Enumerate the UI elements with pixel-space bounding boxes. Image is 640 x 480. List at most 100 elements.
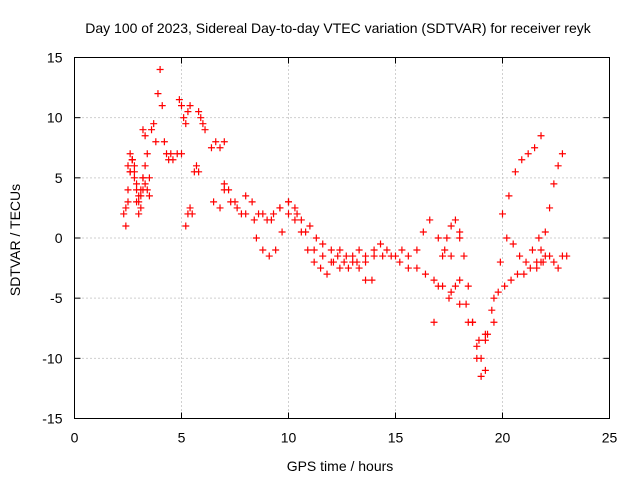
data-point xyxy=(505,192,513,200)
data-point xyxy=(182,120,190,128)
y-tick-labels: -15 -10 -5 0 5 10 15 xyxy=(42,50,62,427)
data-point xyxy=(139,126,147,134)
data-point xyxy=(520,270,528,278)
data-point xyxy=(133,180,141,188)
data-point xyxy=(242,210,250,218)
series-arc-9 xyxy=(210,180,464,266)
data-point xyxy=(526,264,534,272)
data-point xyxy=(342,252,350,260)
data-point xyxy=(291,216,299,224)
data-point xyxy=(349,252,357,260)
data-point xyxy=(413,264,421,272)
data-point xyxy=(554,162,562,170)
data-point xyxy=(511,168,519,176)
data-point xyxy=(336,264,344,272)
data-point xyxy=(421,270,429,278)
series-arc-7 xyxy=(195,108,209,134)
data-point xyxy=(434,234,442,242)
data-point xyxy=(533,264,541,272)
x-tick-label: 20 xyxy=(495,430,511,446)
series-arc-2 xyxy=(124,150,153,212)
data-point xyxy=(233,204,241,212)
data-point xyxy=(379,252,387,260)
data-point xyxy=(550,258,558,266)
data-point xyxy=(143,150,151,158)
data-point xyxy=(349,258,357,266)
data-point xyxy=(306,222,314,230)
data-point xyxy=(323,270,331,278)
data-point xyxy=(447,288,455,296)
data-point xyxy=(355,246,363,254)
data-point xyxy=(267,216,275,224)
data-point xyxy=(368,276,376,284)
data-point xyxy=(396,258,404,266)
data-point xyxy=(344,264,352,272)
data-point xyxy=(537,246,545,254)
data-point xyxy=(456,300,464,308)
data-point xyxy=(141,162,149,170)
data-point xyxy=(278,228,286,236)
data-point xyxy=(524,150,532,158)
data-point xyxy=(184,108,192,116)
data-point xyxy=(154,90,162,98)
data-point xyxy=(443,234,451,242)
data-point xyxy=(124,198,132,206)
data-point xyxy=(481,366,489,374)
data-point xyxy=(285,210,292,218)
data-point xyxy=(334,252,342,260)
data-point xyxy=(473,342,481,350)
data-point xyxy=(494,288,502,296)
data-points xyxy=(120,66,571,380)
data-point xyxy=(124,186,132,194)
data-point xyxy=(248,198,256,206)
data-point xyxy=(501,282,509,290)
data-point xyxy=(188,210,196,218)
data-point xyxy=(513,270,521,278)
x-tick-label: 10 xyxy=(281,430,297,446)
data-point xyxy=(145,174,153,182)
data-point xyxy=(259,210,267,218)
data-point xyxy=(451,282,459,290)
series-arc-17 xyxy=(537,150,566,254)
data-point xyxy=(362,258,370,266)
data-point xyxy=(259,246,267,254)
data-point xyxy=(445,294,453,302)
data-point xyxy=(130,174,138,182)
data-point xyxy=(139,174,147,182)
grid-lines xyxy=(74,57,610,419)
data-point xyxy=(180,114,188,122)
x-tick-labels: 0 5 10 15 20 25 xyxy=(71,430,618,446)
data-point xyxy=(250,216,258,224)
data-point xyxy=(201,126,209,134)
data-point xyxy=(227,198,235,206)
y-tick-label: 10 xyxy=(47,110,63,126)
data-point xyxy=(509,240,517,248)
data-point xyxy=(182,222,190,230)
series-arc-8 xyxy=(207,138,228,152)
series-arc-11 xyxy=(252,210,376,284)
data-point xyxy=(490,318,498,326)
data-point xyxy=(340,258,348,266)
data-point xyxy=(404,252,412,260)
data-point xyxy=(469,318,477,326)
series-arc-16 xyxy=(533,252,571,272)
data-point xyxy=(312,234,320,242)
data-point xyxy=(503,234,511,242)
series-arc-14 xyxy=(477,234,543,362)
data-point xyxy=(122,222,130,230)
data-point xyxy=(122,204,130,212)
series-arc-3 xyxy=(120,156,149,218)
data-point xyxy=(141,180,149,188)
data-point xyxy=(272,246,280,254)
data-point xyxy=(310,246,318,254)
data-point xyxy=(518,156,526,164)
data-point xyxy=(419,228,427,236)
data-point xyxy=(546,204,554,212)
data-point xyxy=(327,246,335,254)
data-point xyxy=(265,252,273,260)
data-point xyxy=(167,150,175,158)
data-point xyxy=(160,138,168,146)
data-point xyxy=(554,264,562,272)
data-point xyxy=(135,192,143,200)
